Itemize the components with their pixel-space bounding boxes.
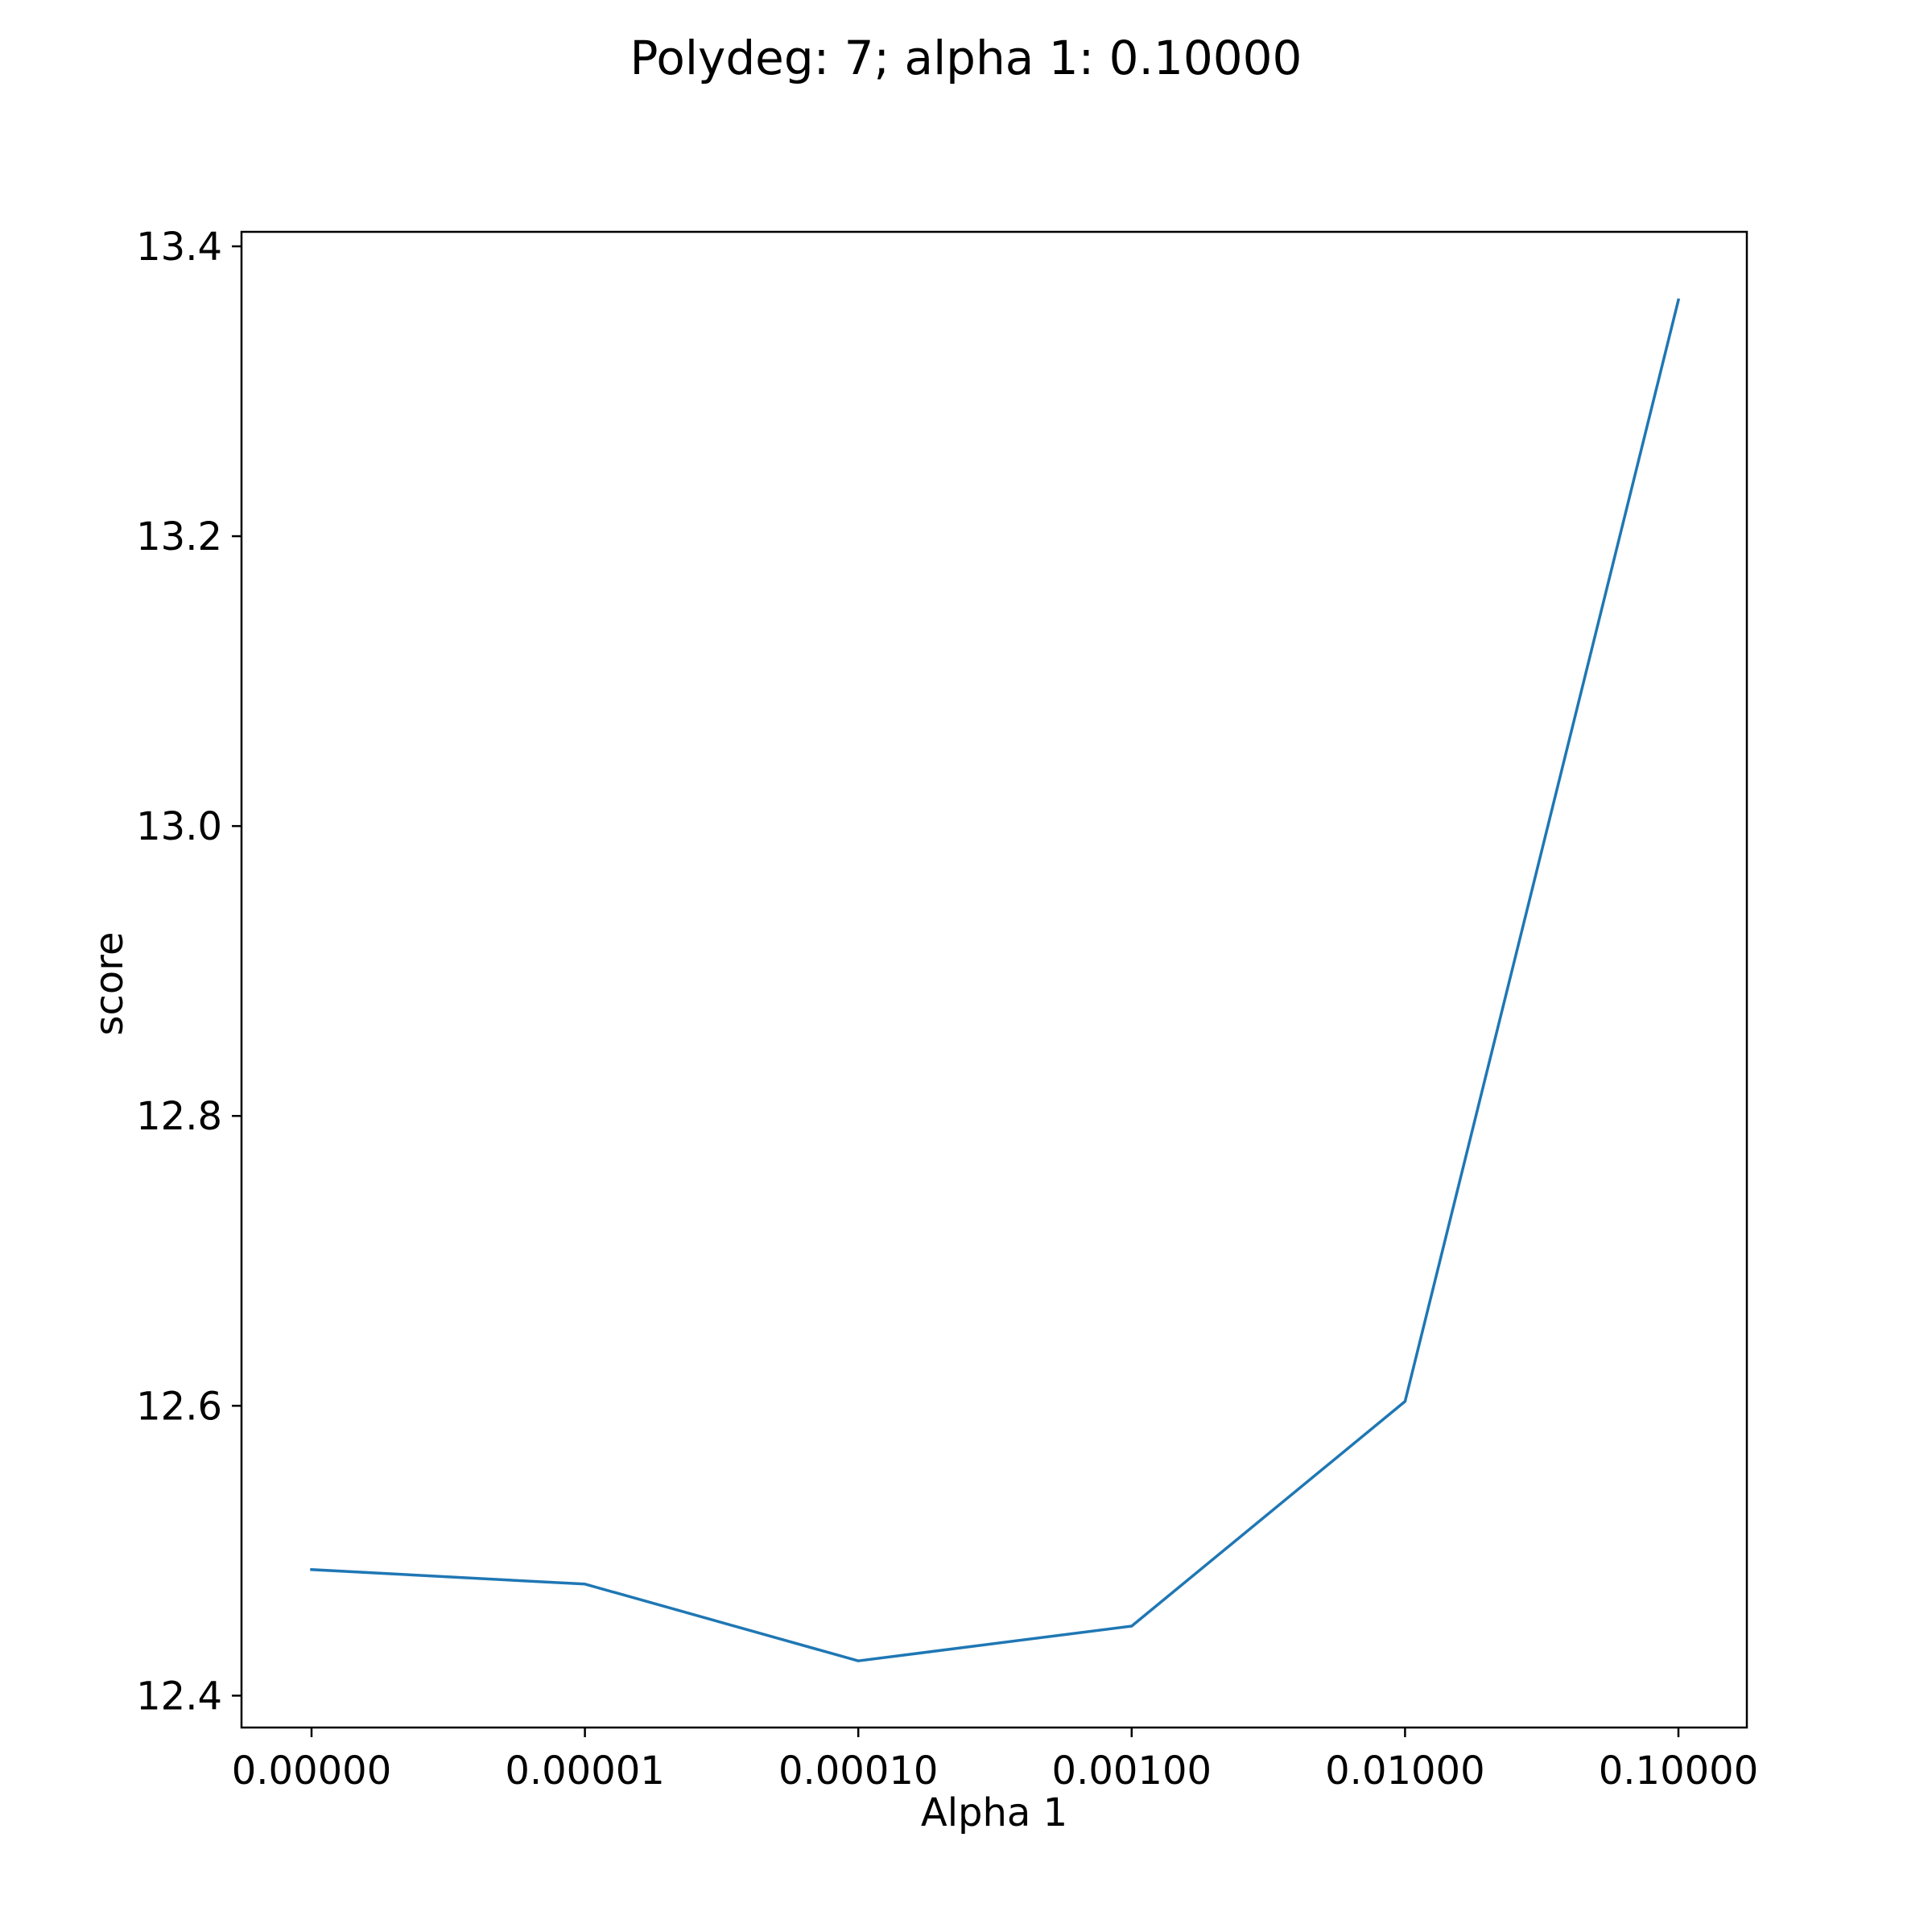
x-tick-label: 0.01000: [1325, 1748, 1485, 1794]
x-axis: 0.00000 0.00001 0.00010 0.00100 0.01000 0.100…: [232, 1728, 1759, 1794]
plot-area: [240, 230, 1748, 1729]
x-tick-label: 0.10000: [1599, 1748, 1759, 1794]
series-layer: [310, 298, 1681, 1662]
y-tick-label: 12.8: [136, 1094, 222, 1139]
x-tick-label: 0.00100: [1052, 1748, 1212, 1794]
y-tick-label: 13.2: [136, 514, 222, 559]
y-tick-label: 12.4: [136, 1674, 222, 1719]
x-axis-label: Alpha 1: [921, 1790, 1067, 1835]
x-tick-label: 0.00001: [505, 1748, 665, 1794]
y-tick-label: 13.4: [136, 225, 222, 270]
plot-frame: [240, 230, 1748, 1729]
y-axis: 12.4 12.6 12.8 13.0 13.2 13.4: [136, 225, 242, 1719]
y-tick-label: 12.6: [136, 1384, 222, 1429]
x-tick-label: 0.00010: [778, 1748, 939, 1794]
y-tick-label: 13.0: [136, 804, 222, 849]
y-axis-label: score: [87, 932, 132, 1036]
x-tick-label: 0.00000: [232, 1748, 392, 1794]
chart-title: Polydeg: 7; alpha 1: 0.10000: [630, 31, 1302, 85]
series-line: [310, 298, 1681, 1662]
